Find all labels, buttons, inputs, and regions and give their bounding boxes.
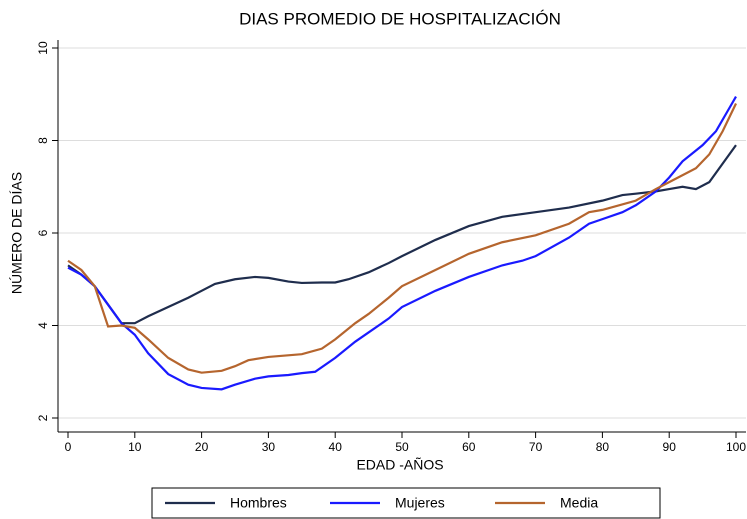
- x-tick-label: 90: [663, 440, 677, 454]
- x-tick-label: 60: [462, 440, 476, 454]
- x-tick-label: 30: [262, 440, 276, 454]
- legend-box: [151, 487, 661, 519]
- series-line: [67, 96, 737, 391]
- x-tick-label: 40: [329, 440, 343, 454]
- y-tick-label: 8: [36, 137, 50, 144]
- legend-label: Mujeres: [395, 495, 445, 511]
- y-tick-label: 6: [36, 229, 50, 236]
- series-line: [67, 103, 737, 374]
- legend-label: Media: [560, 495, 598, 511]
- x-tick-label: 50: [395, 440, 409, 454]
- y-axis-title: NÚMERO DE DÍAS: [9, 172, 25, 294]
- x-tick-label: 10: [128, 440, 142, 454]
- x-tick-label: 80: [596, 440, 610, 454]
- y-tick-label: 10: [36, 41, 50, 55]
- y-tick-label: 4: [36, 322, 50, 329]
- y-tick-label: 2: [36, 414, 50, 421]
- x-tick-label: 0: [65, 440, 72, 454]
- legend-label: Hombres: [230, 495, 287, 511]
- series-line: [67, 144, 737, 325]
- x-axis-title: EDAD -AÑOS: [356, 457, 443, 473]
- x-tick-label: 20: [195, 440, 209, 454]
- x-tick-label: 100: [726, 440, 746, 454]
- x-tick-label: 70: [529, 440, 543, 454]
- chart-title: DIAS PROMEDIO DE HOSPITALIZACIÓN: [239, 9, 561, 28]
